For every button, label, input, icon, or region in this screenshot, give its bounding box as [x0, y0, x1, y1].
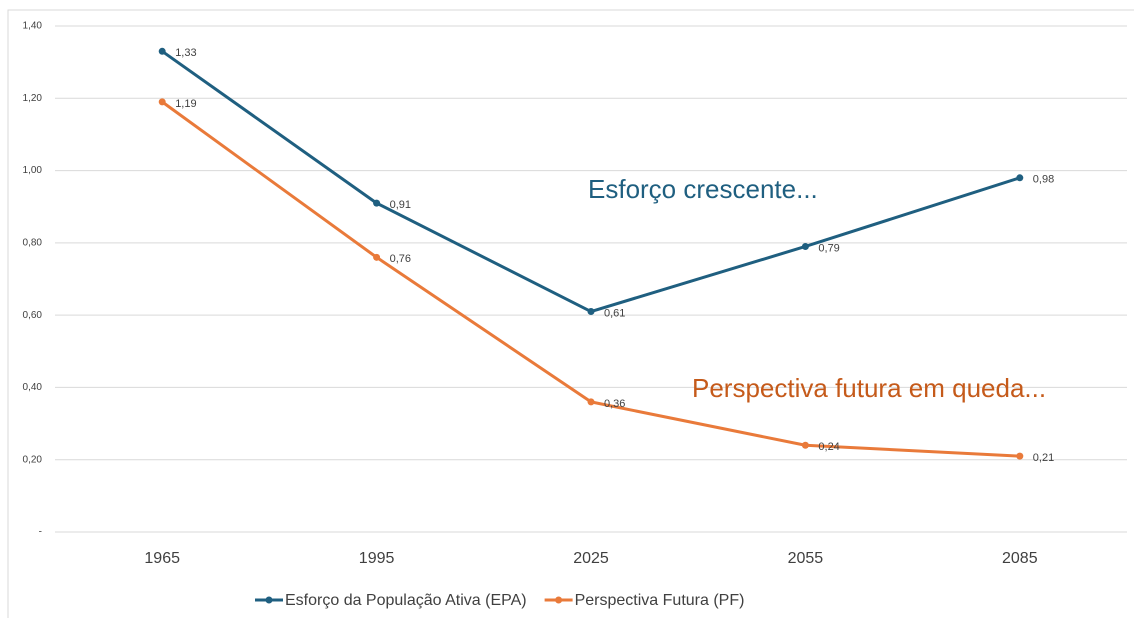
legend-marker: [555, 596, 563, 604]
x-tick-label: 2085: [1002, 550, 1038, 567]
annotation: Esforço crescente...: [588, 174, 818, 204]
data-point: [587, 398, 595, 406]
data-label: 0,76: [390, 253, 411, 265]
data-point: [158, 98, 166, 106]
data-label: 0,98: [1033, 174, 1054, 186]
x-tick-label: 2055: [788, 550, 824, 567]
y-tick-label: 0,60: [23, 310, 43, 321]
data-label: 0,36: [604, 398, 625, 410]
data-point: [373, 199, 381, 207]
data-point: [801, 441, 809, 449]
legend-label: Perspectiva Futura (PF): [575, 592, 745, 609]
data-label: 0,21: [1033, 452, 1054, 464]
data-label: 0,91: [390, 199, 411, 211]
data-point: [373, 253, 381, 261]
y-tick-label: 1,20: [23, 93, 43, 104]
chart-frame: [7, 9, 1134, 618]
annotation: Perspectiva futura em queda...: [692, 373, 1046, 403]
data-label: 0,79: [818, 242, 839, 254]
legend-label: Esforço da População Ativa (EPA): [285, 592, 527, 609]
data-point: [1016, 174, 1024, 182]
y-tick-label: 0,80: [23, 237, 43, 248]
data-label: 1,19: [175, 98, 196, 110]
data-point: [587, 308, 595, 316]
data-point: [158, 47, 166, 55]
x-tick-label: 1965: [144, 550, 180, 567]
y-tick-label: 0,40: [23, 382, 43, 393]
data-point: [801, 242, 809, 250]
data-label: 0,24: [818, 441, 839, 453]
data-label: 1,33: [175, 47, 196, 59]
x-tick-label: 2025: [573, 550, 609, 567]
x-tick-label: 1995: [359, 550, 395, 567]
y-tick-label: 1,40: [23, 21, 43, 32]
y-tick-label: 0,20: [23, 454, 43, 465]
data-label: 0,61: [604, 307, 625, 319]
legend-marker: [265, 596, 273, 604]
y-tick-label: -: [39, 527, 42, 538]
data-point: [1016, 452, 1024, 460]
y-tick-label: 1,00: [23, 165, 43, 176]
